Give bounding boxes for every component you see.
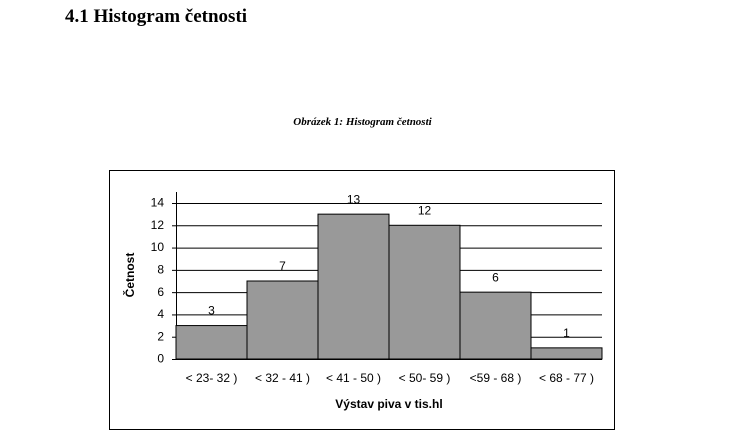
bar: [459, 291, 532, 360]
section-heading: 4.1 Histogram četnosti: [65, 6, 248, 27]
bar: [530, 347, 603, 360]
y-tick-label: 2: [157, 329, 164, 343]
y-tick-label: 14: [151, 196, 165, 210]
y-axis-title: Četnost: [122, 253, 137, 298]
chart-frame: [109, 170, 615, 430]
x-tick-label: < 23- 32 ): [186, 371, 238, 385]
y-tick-label: 0: [157, 352, 164, 366]
bar: [388, 224, 461, 360]
x-tick-label: < 68 - 77 ): [539, 371, 594, 385]
data-label: 12: [418, 203, 432, 217]
x-tick-label: < 50- 59 ): [399, 371, 451, 385]
data-label: 3: [208, 304, 215, 318]
y-tick-label: 8: [157, 263, 164, 277]
data-label: 13: [347, 192, 361, 206]
y-tick-label: 6: [157, 285, 164, 299]
x-axis-title: Výstav piva v tis.hl: [335, 397, 442, 411]
x-tick-label: <59 - 68 ): [470, 371, 522, 385]
y-tick-label: 10: [151, 240, 165, 254]
data-label: 7: [279, 259, 286, 273]
bar: [317, 213, 390, 360]
x-tick-label: < 32 - 41 ): [255, 371, 310, 385]
data-label: 6: [492, 270, 499, 284]
data-label: 1: [563, 326, 570, 340]
bar: [175, 325, 248, 360]
figure-caption: Obrázek 1: Histogram četnosti: [293, 116, 432, 128]
y-tick-label: 12: [151, 218, 165, 232]
x-tick-label: < 41 - 50 ): [326, 371, 381, 385]
y-tick-label: 4: [157, 307, 164, 321]
bar: [246, 280, 319, 360]
